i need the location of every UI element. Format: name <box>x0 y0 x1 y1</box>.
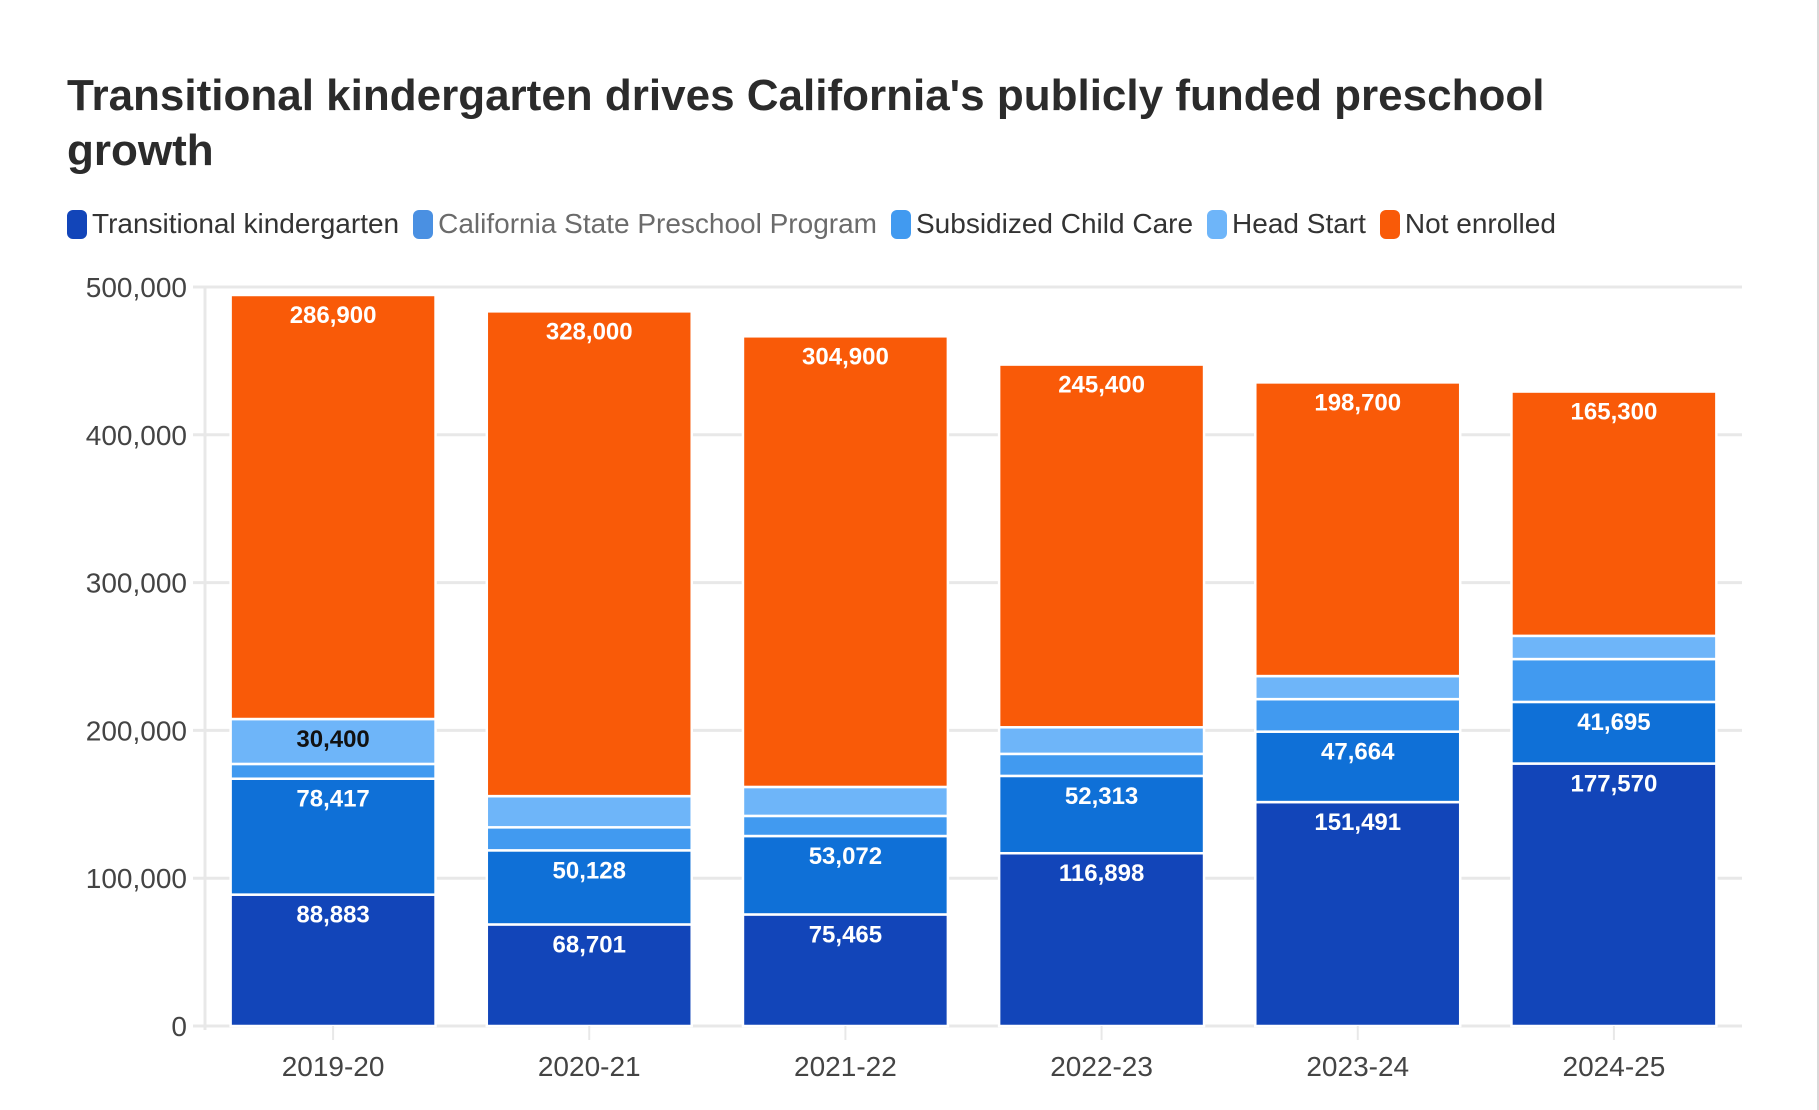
x-tick-label: 2019-20 <box>282 1051 385 1082</box>
bar-segment-california-state-preschool-program <box>741 814 950 838</box>
y-tick-label: 500,000 <box>86 272 187 303</box>
bar-segment-not-enrolled <box>1510 390 1718 638</box>
bar-data-label: 30,400 <box>296 726 369 753</box>
bar-data-label: 52,313 <box>1065 783 1138 810</box>
bar-data-label: 41,695 <box>1577 709 1650 736</box>
legend-label: Transitional kindergarten <box>92 208 400 239</box>
bar-data-label: 151,491 <box>1314 809 1401 836</box>
bar-data-label: 47,664 <box>1321 739 1395 766</box>
bar-segment-transitional-kindergarten <box>485 923 693 1028</box>
legend-item-head-start[interactable]: Head Start <box>1207 208 1366 240</box>
bar-data-label: 177,570 <box>1571 771 1658 798</box>
bar-segment-head-start <box>741 785 950 818</box>
bar-segment-subsidized-child-care <box>485 849 693 926</box>
bar-data-label: 88,883 <box>296 902 369 929</box>
right-edge-rule <box>1817 0 1819 1110</box>
bar-segment-california-state-preschool-program <box>229 762 437 780</box>
bar-segment-california-state-preschool-program <box>485 826 693 852</box>
legend-item-subsidized-child-care[interactable]: Subsidized Child Care <box>891 208 1193 240</box>
legend-item-transitional-kindergarten[interactable]: Transitional kindergarten <box>67 208 399 240</box>
bar-segment-transitional-kindergarten <box>1510 762 1718 1028</box>
y-tick-label: 400,000 <box>86 420 187 451</box>
legend-swatch-icon <box>67 209 87 239</box>
bar-segment-california-state-preschool-program <box>1254 697 1462 733</box>
bar-data-label: 75,465 <box>809 921 882 948</box>
bar-segment-subsidized-child-care <box>1510 700 1718 765</box>
bar-data-label: 50,128 <box>553 857 626 884</box>
bar-segment-not-enrolled <box>997 363 1206 729</box>
y-tick-label: 0 <box>171 1011 187 1042</box>
bar-data-label: 53,072 <box>809 843 882 870</box>
bar-data-label: 198,700 <box>1314 389 1401 416</box>
legend-label: Not enrolled <box>1404 208 1556 239</box>
legend-swatch-icon <box>891 209 911 239</box>
bar-data-label: 245,400 <box>1058 372 1145 399</box>
bar-data-label: 68,701 <box>553 931 626 958</box>
bar-segment-transitional-kindergarten <box>997 851 1206 1028</box>
legend-swatch-icon <box>1379 209 1400 239</box>
legend-label: California State Preschool Program <box>438 208 877 239</box>
legend-item-california-state-preschool-program[interactable]: California State Preschool Program <box>413 208 877 240</box>
bar-segment-not-enrolled <box>741 335 950 789</box>
chart-legend: Transitional kindergarten California Sta… <box>67 208 1556 240</box>
bar-segment-head-start <box>1254 674 1462 701</box>
bar-segment-head-start <box>997 726 1206 756</box>
legend-swatch-icon <box>1207 209 1228 239</box>
y-tick-label: 300,000 <box>86 568 187 599</box>
bar-segment-subsidized-child-care <box>741 834 950 916</box>
bar-segment-subsidized-child-care <box>997 774 1206 855</box>
bar-data-label: 78,417 <box>296 786 369 813</box>
bar-data-label: 304,900 <box>802 343 889 370</box>
bar-data-label: 328,000 <box>546 318 633 345</box>
legend-label: Subsidized Child Care <box>916 208 1194 239</box>
bar-segment-head-start <box>485 794 693 829</box>
x-tick-label: 2021-22 <box>794 1051 897 1082</box>
bar-segment-california-state-preschool-program <box>997 752 1206 778</box>
bar-segment-not-enrolled <box>485 310 693 798</box>
legend-label: Head Start <box>1232 208 1366 239</box>
y-tick-label: 200,000 <box>86 715 187 746</box>
bar-segment-head-start <box>229 717 437 766</box>
x-tick-label: 2024-25 <box>1563 1051 1666 1082</box>
x-tick-label: 2023-24 <box>1306 1051 1409 1082</box>
legend-item-not-enrolled[interactable]: Not enrolled <box>1379 208 1556 240</box>
y-tick-label: 100,000 <box>86 863 187 894</box>
bar-segment-head-start <box>1510 634 1718 661</box>
chart-title: Transitional kindergarten drives Califor… <box>67 71 1545 175</box>
bar-segment-not-enrolled <box>1254 381 1462 678</box>
bar-data-label: 116,898 <box>1059 860 1144 887</box>
bar-segment-not-enrolled <box>229 293 437 721</box>
x-tick-label: 2022-23 <box>1050 1051 1153 1082</box>
legend-swatch-icon <box>413 209 434 239</box>
bar-segment-california-state-preschool-program <box>1510 657 1718 704</box>
x-tick-label: 2020-21 <box>538 1051 641 1082</box>
bar-segment-subsidized-child-care <box>1254 730 1462 804</box>
bar-data-label: 286,900 <box>290 302 377 329</box>
bar-data-label: 165,300 <box>1571 399 1658 426</box>
